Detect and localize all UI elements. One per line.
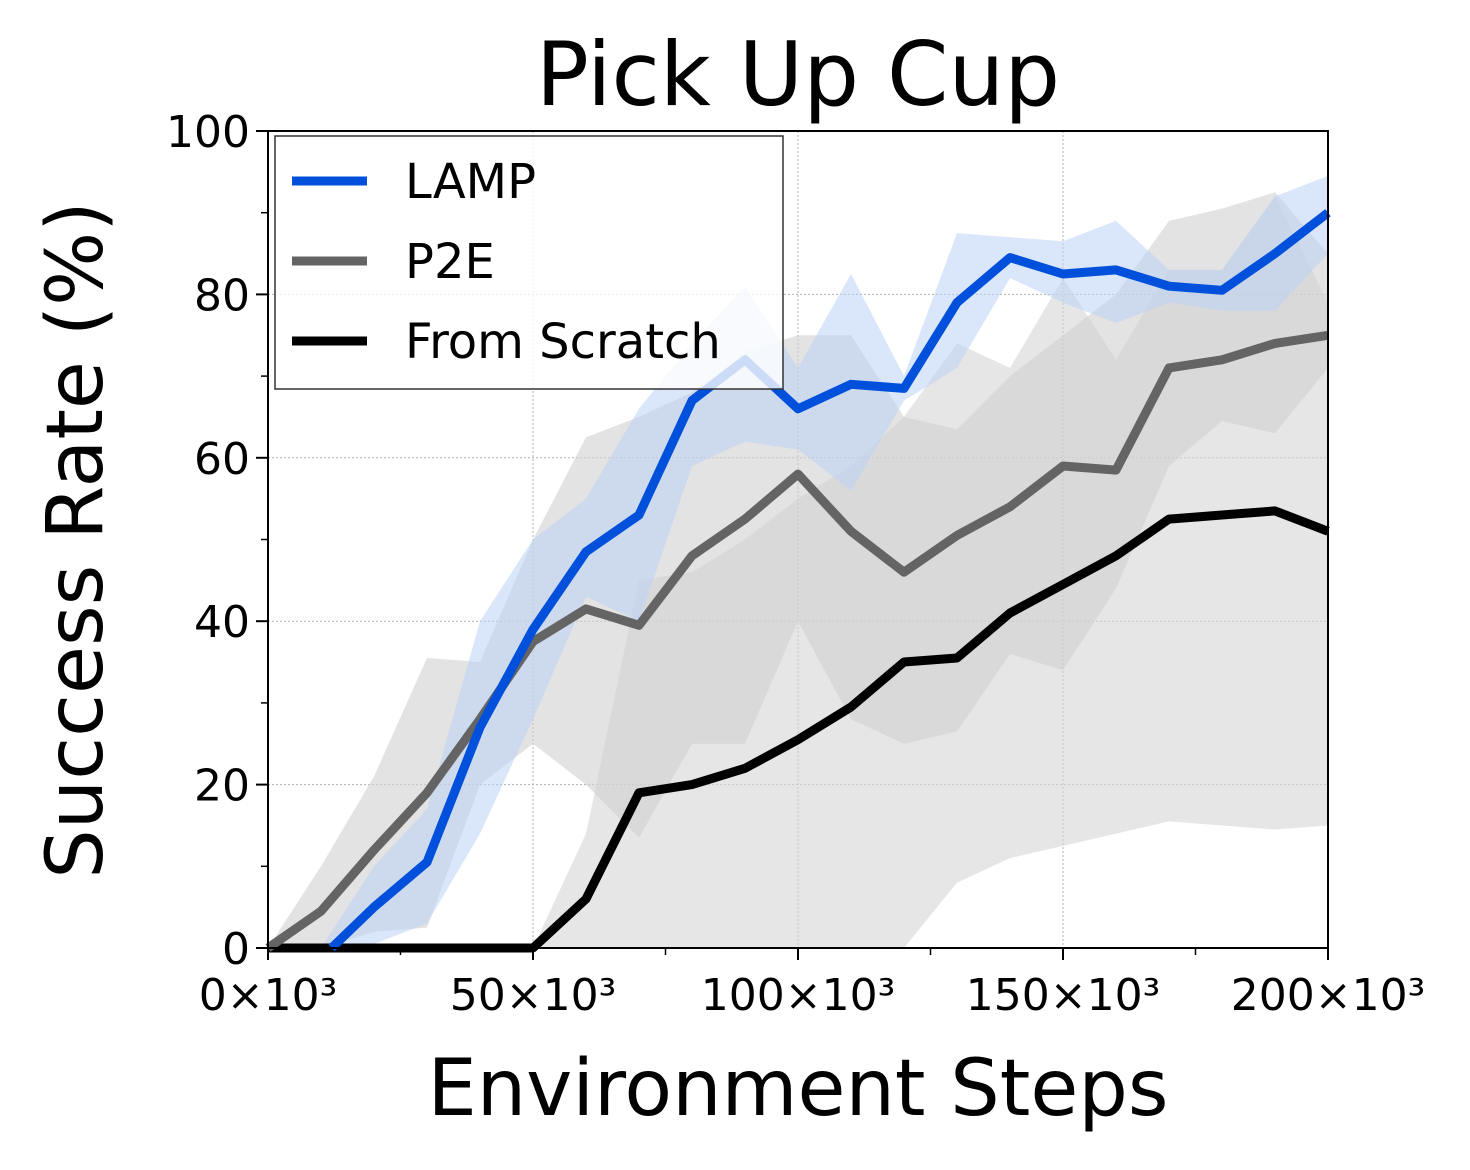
chart-title: Pick Up Cup (536, 23, 1060, 126)
line-p2e (265, 330, 1329, 952)
legend: LAMP P2E From Scratch (274, 135, 784, 390)
y-tick-label: 0 (222, 924, 250, 975)
y-tick-label: 20 (194, 761, 250, 812)
x-axis-label: Environment Steps (427, 1044, 1168, 1134)
band-p2e (268, 192, 1328, 949)
legend-label-lamp: LAMP (405, 154, 536, 210)
y-tick-label: 40 (194, 597, 250, 648)
y-axis-label: Success Rate (%) (31, 201, 121, 878)
x-tick-label: 150×10³ (966, 970, 1160, 1021)
x-tick-label: 200×10³ (1231, 970, 1425, 1021)
y-tick-label: 60 (194, 434, 250, 485)
y-tick-label: 100 (166, 107, 250, 158)
legend-label-from-scratch: From Scratch (405, 314, 721, 370)
x-tick-label: 0×10³ (199, 970, 338, 1021)
x-tick-label: 50×10³ (450, 970, 616, 1021)
line-lamp (328, 209, 1331, 952)
y-tick-label: 80 (194, 270, 250, 321)
legend-label-p2e: P2E (405, 234, 495, 290)
x-tick-label: 100×10³ (701, 970, 895, 1021)
ticks: 0×10³ 50×10³ 100×10³ 150×10³ 200×10³ 0 20 40 60 8… (166, 107, 1425, 1021)
